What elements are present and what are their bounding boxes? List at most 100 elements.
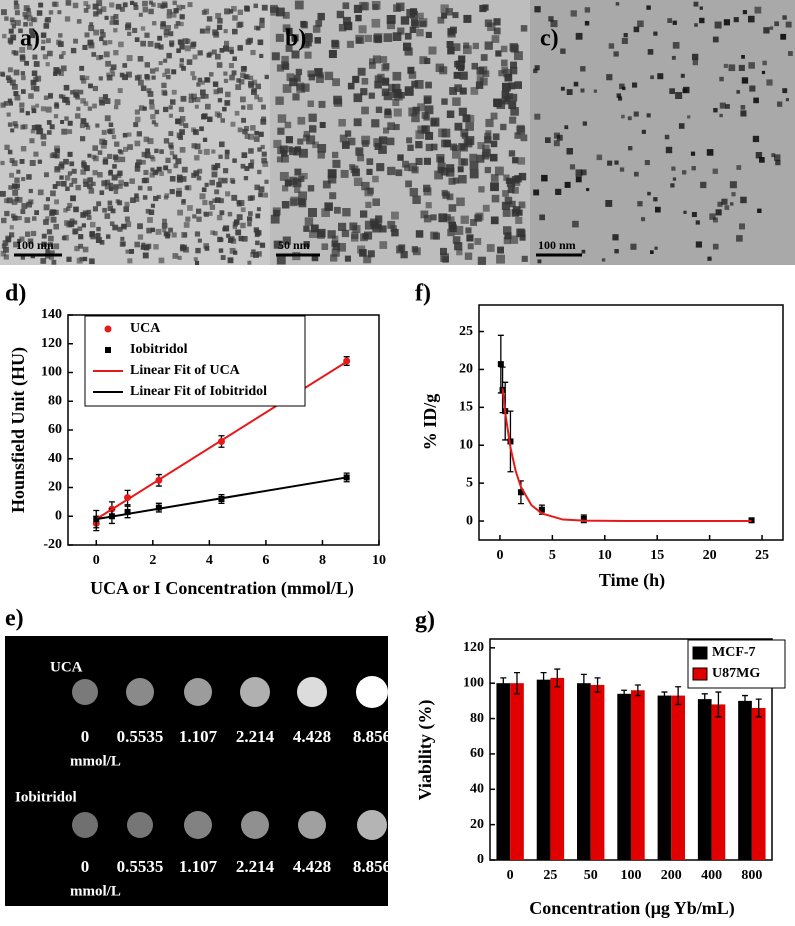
particle (387, 166, 396, 176)
particle (18, 28, 23, 34)
particle (48, 10, 54, 15)
particle (175, 119, 180, 124)
particle (179, 14, 185, 20)
particle (440, 247, 447, 255)
particle (608, 43, 615, 49)
particle (254, 184, 260, 191)
particle (11, 24, 16, 29)
particle (213, 165, 218, 171)
particle (510, 67, 518, 75)
particle (248, 163, 254, 169)
particle (406, 137, 413, 144)
particle (310, 224, 319, 233)
particle (762, 60, 767, 66)
particle (520, 25, 528, 32)
particle (99, 36, 104, 42)
particle (8, 185, 13, 190)
particle (92, 145, 98, 151)
bar (590, 684, 605, 860)
particle (298, 199, 307, 208)
particle (294, 146, 301, 153)
particle (144, 152, 151, 159)
particle (176, 174, 183, 181)
particle (434, 170, 443, 180)
point (538, 506, 545, 513)
particle (147, 91, 154, 97)
y-axis-title: Viability (%) (415, 700, 436, 801)
particle (183, 222, 190, 228)
fit-line (501, 388, 752, 523)
particle (120, 236, 125, 241)
particle (317, 72, 324, 79)
particle (782, 88, 788, 94)
particle (425, 81, 432, 89)
y-tick-label: 120 (463, 640, 484, 655)
particle (215, 13, 222, 19)
particle (69, 161, 75, 167)
particle (445, 168, 455, 177)
particle (45, 62, 50, 67)
particle (518, 172, 527, 181)
particle (60, 65, 67, 72)
particle (20, 71, 25, 76)
particle (123, 146, 129, 152)
legend-swatch (105, 347, 111, 353)
particle (317, 151, 325, 159)
particle (650, 75, 654, 80)
particle (353, 4, 363, 13)
particle (71, 168, 77, 174)
particle (463, 138, 473, 148)
y-tick-label: 40 (48, 451, 62, 466)
particle (407, 66, 415, 74)
particle (196, 208, 202, 214)
particle (149, 99, 155, 105)
x-tick-label: 10 (372, 553, 386, 568)
particle (253, 3, 258, 9)
particle (621, 37, 628, 44)
particle (127, 258, 133, 264)
particle (209, 204, 216, 210)
particle (50, 216, 57, 223)
particle (437, 162, 446, 171)
particle (485, 118, 494, 128)
particle (452, 43, 461, 51)
particle (469, 161, 479, 171)
x-tick-label: 0 (496, 548, 503, 563)
particle (102, 207, 107, 213)
particle (282, 11, 290, 19)
particle (782, 15, 787, 20)
y-tick-label: 60 (470, 746, 484, 761)
particle (9, 232, 15, 238)
particle (102, 40, 108, 46)
particle (667, 18, 673, 23)
particle (124, 216, 130, 222)
particle (440, 253, 449, 262)
particle (740, 196, 747, 204)
particle (512, 157, 519, 164)
particle (741, 77, 749, 84)
particle (428, 46, 437, 55)
particle (61, 51, 66, 56)
particle (224, 100, 231, 106)
concentration-label: 8.856 (353, 727, 391, 746)
particle (261, 157, 267, 164)
particle (411, 18, 419, 26)
y-tick-label: 60 (48, 422, 62, 437)
particle (754, 6, 762, 14)
particle (150, 167, 155, 172)
particle (257, 39, 264, 46)
particle (232, 221, 238, 227)
particle (623, 33, 628, 38)
legend-swatch (692, 667, 708, 681)
particle (134, 166, 141, 172)
particle (357, 67, 366, 76)
particle (200, 94, 205, 99)
particle (195, 247, 201, 254)
particle (757, 208, 762, 213)
particle (486, 244, 495, 252)
particle (11, 50, 16, 55)
error-bar (621, 689, 628, 698)
particle (111, 64, 117, 70)
particle (164, 193, 170, 198)
particle (361, 135, 371, 145)
